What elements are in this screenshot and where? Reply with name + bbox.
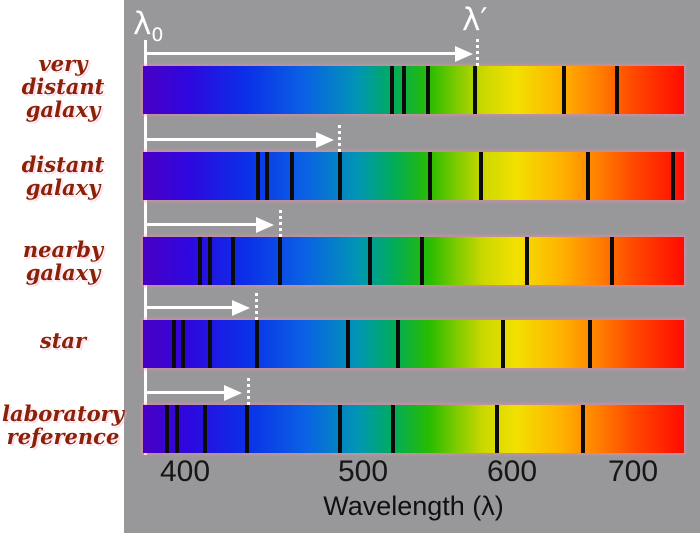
absorption-line — [203, 405, 207, 453]
axis-tick-600: 600 — [486, 455, 538, 488]
spectrum-nearby-galaxy — [143, 237, 684, 285]
label-line: reference — [6, 424, 120, 449]
absorption-line — [165, 405, 169, 453]
absorption-line — [338, 405, 342, 453]
absorption-line — [501, 320, 505, 368]
label-nearby-galaxy: nearby galaxy — [0, 238, 126, 284]
absorption-line — [479, 152, 483, 200]
lambda-prime-symbol: λ′ — [462, 2, 488, 38]
absorption-line — [391, 405, 395, 453]
shift-arrow-head-very-distant-galaxy — [455, 46, 473, 62]
label-line: galaxy — [25, 97, 101, 122]
label-line: very — [38, 51, 88, 76]
shift-arrow-shaft-nearby-galaxy — [146, 223, 258, 226]
shift-arrow-shaft-very-distant-galaxy — [146, 52, 457, 55]
absorption-line — [208, 320, 212, 368]
absorption-line — [175, 405, 179, 453]
absorption-line — [231, 237, 235, 285]
absorption-line — [338, 152, 342, 200]
shift-arrow-head-distant-galaxy — [316, 132, 334, 148]
label-distant-galaxy: distant galaxy — [0, 153, 126, 199]
absorption-line — [255, 320, 259, 368]
absorption-line — [245, 405, 249, 453]
absorption-line — [420, 237, 424, 285]
absorption-line — [290, 152, 294, 200]
spectrum-distant-galaxy — [143, 152, 684, 200]
absorption-line — [390, 66, 394, 114]
shifted-line-marker-nearby-galaxy — [279, 210, 282, 237]
label-very-distant-galaxy: very distant galaxy — [0, 52, 126, 121]
label-laboratory-reference: laboratory reference — [0, 402, 126, 448]
spectrum-star — [143, 320, 684, 368]
spectrum-very-distant-galaxy — [143, 66, 684, 114]
shifted-line-marker-very-distant-galaxy — [476, 39, 479, 66]
x-axis-title: Wavelength (λ) — [323, 491, 504, 521]
absorption-line — [278, 237, 282, 285]
absorption-line — [396, 320, 400, 368]
absorption-line — [562, 66, 566, 114]
label-line: laboratory — [2, 401, 124, 426]
lambda-prime-label: λ′ — [462, 3, 487, 37]
lambda0-subscript: 0 — [151, 24, 164, 47]
shifted-line-marker-laboratory-reference — [247, 378, 250, 405]
absorption-line — [581, 405, 585, 453]
absorption-line — [610, 237, 614, 285]
shifted-line-marker-distant-galaxy — [338, 125, 341, 152]
label-line: nearby — [22, 237, 104, 262]
lambda0-label: λ0 — [133, 7, 163, 52]
absorption-line — [172, 320, 176, 368]
absorption-line — [346, 320, 350, 368]
lambda0-symbol: λ — [133, 6, 152, 42]
absorption-line — [402, 66, 406, 114]
shifted-line-marker-star — [255, 293, 258, 320]
label-line: distant — [21, 74, 105, 99]
label-line: galaxy — [25, 260, 101, 285]
absorption-line — [256, 152, 260, 200]
absorption-line — [473, 66, 477, 114]
axis-tick-700: 700 — [607, 455, 659, 488]
absorption-line — [368, 237, 372, 285]
shift-arrow-head-nearby-galaxy — [256, 217, 274, 233]
label-line: star — [39, 328, 87, 353]
absorption-line — [198, 237, 202, 285]
absorption-line — [525, 237, 529, 285]
shift-arrow-head-laboratory-reference — [224, 385, 242, 401]
absorption-line — [615, 66, 619, 114]
absorption-line — [586, 152, 590, 200]
absorption-line — [495, 405, 499, 453]
absorption-line — [208, 237, 212, 285]
shift-arrow-shaft-star — [146, 306, 234, 309]
absorption-line — [428, 152, 432, 200]
shift-arrow-head-star — [232, 300, 250, 316]
label-line: distant — [21, 152, 105, 177]
axis-tick-500: 500 — [337, 455, 389, 488]
spectrum-laboratory-reference — [143, 405, 684, 453]
label-line: galaxy — [25, 175, 101, 200]
absorption-line — [181, 320, 185, 368]
absorption-line — [426, 66, 430, 114]
absorption-line — [671, 152, 675, 200]
absorption-line — [588, 320, 592, 368]
shift-arrow-shaft-distant-galaxy — [146, 138, 318, 141]
absorption-line — [265, 152, 269, 200]
axis-tick-400: 400 — [159, 455, 211, 488]
shift-arrow-shaft-laboratory-reference — [146, 391, 226, 394]
label-star: star — [0, 329, 126, 352]
